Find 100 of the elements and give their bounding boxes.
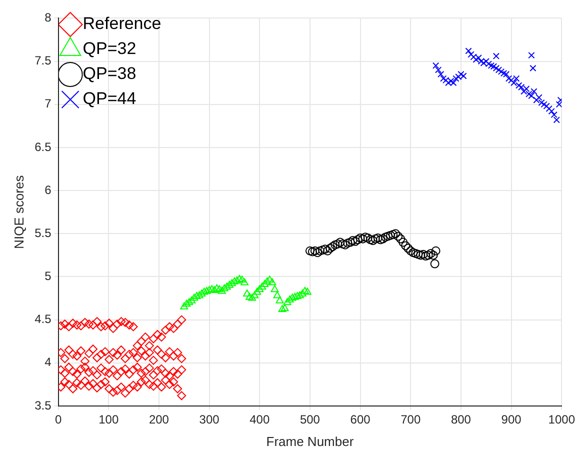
x-tick-label: 200 [148,412,170,427]
point [366,235,375,244]
point [376,235,385,244]
point [424,250,433,260]
point [540,101,548,108]
point [500,70,508,77]
x-tick-label: 0 [54,412,62,427]
point [430,259,440,268]
point [356,233,365,242]
point [363,233,372,242]
point [465,48,472,54]
point [220,284,228,292]
y-tick-label: 6 [44,182,52,197]
point [416,250,426,260]
x-tick-label: 500 [300,412,320,427]
y-tick-label: 5 [44,269,52,284]
point [290,292,299,300]
point [236,274,244,282]
point [404,244,413,253]
point [283,298,292,306]
point [502,70,510,78]
point [248,294,256,301]
point [185,298,194,306]
point [333,239,342,248]
point [391,229,400,238]
point [495,66,502,74]
point [428,250,438,260]
point [195,291,204,298]
point [338,239,348,248]
point [533,96,540,104]
point [303,288,312,295]
point [442,76,450,84]
point [230,277,238,284]
point [408,248,418,258]
point [543,102,550,110]
x-tick-label: 700 [400,412,421,427]
point [266,276,274,283]
point [256,285,264,292]
point [250,291,259,298]
point [383,232,392,241]
point [228,279,236,286]
point [180,302,188,310]
point [286,296,294,302]
point [340,240,350,250]
point [528,92,535,100]
x-tick-label: 1000 [548,412,576,427]
point [348,236,358,246]
point [530,64,536,72]
point [458,70,464,78]
point [215,285,224,292]
x-tick-label: 400 [250,412,270,427]
point [270,285,279,292]
point [482,58,490,65]
y-tick-label: 8 [44,10,52,25]
point [310,246,320,256]
point [240,278,248,286]
point [263,277,272,284]
point [548,108,555,115]
point [212,284,221,292]
point [380,232,390,242]
point [308,247,317,256]
point [370,234,380,244]
point [330,240,340,250]
x-tick-label: 300 [199,412,220,427]
point [238,276,246,283]
point [318,246,328,255]
point [490,63,498,70]
point [426,248,436,258]
y-tick-label: 3.5 [34,398,52,412]
point [406,246,416,256]
point [288,294,296,301]
point [326,244,335,253]
point [243,289,252,296]
point [498,68,505,75]
y-tick-label: 5.5 [34,226,52,240]
point [350,236,360,246]
point [455,73,462,80]
point [470,54,477,60]
legend-label: QP=38 [82,64,136,84]
x-axis-title: Frame Number [266,434,354,449]
point [368,236,378,246]
point [336,238,345,247]
point [546,105,552,112]
point [276,296,284,304]
point [222,282,231,290]
y-axis-title: NIQE scores [11,174,26,249]
point [438,70,444,78]
point [411,248,420,258]
point [445,80,452,86]
point [468,51,474,58]
point [298,289,306,296]
x-tick-label: 600 [350,412,371,427]
point [401,241,410,250]
point [472,56,480,63]
y-tick-label: 4.5 [34,312,52,326]
point [328,242,338,252]
point [378,234,388,244]
point [460,72,467,80]
point [233,276,241,284]
y-tick-label: 7.5 [34,54,52,68]
